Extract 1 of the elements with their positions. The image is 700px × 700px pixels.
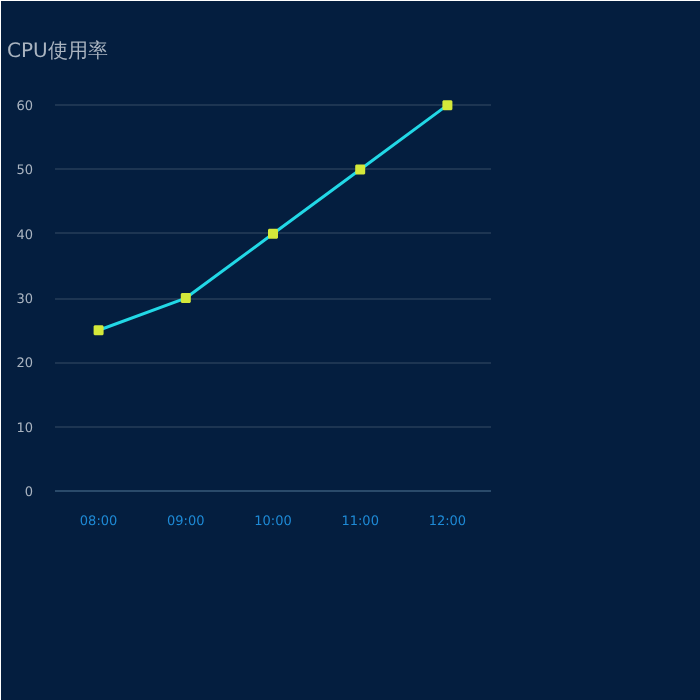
y-axis-title: CPU使用率 [7,39,108,63]
